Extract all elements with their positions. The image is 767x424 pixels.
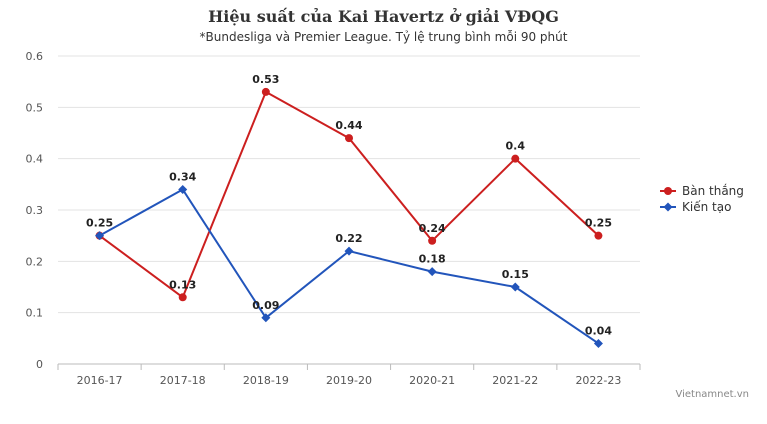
data-labels: 0.25 0.13 0.53 0.44 0.24 0.4 0.25 0.34 0.09 0.22 0… [86,73,612,338]
series-group [95,87,603,348]
data-label: 0.4 [506,140,526,153]
x-tick-label: 2018-19 [243,374,289,387]
data-label: 0.25 [585,217,612,230]
data-point [178,293,187,302]
data-point [594,231,603,240]
x-tick-label: 2019-20 [326,374,372,387]
data-label: 0.15 [502,268,529,281]
y-tick-label: 0.6 [26,50,44,63]
data-point [261,313,271,323]
data-point [511,154,520,163]
legend-marker [663,202,673,212]
data-label: 0.24 [419,222,446,235]
x-tick-label: 2021-22 [492,374,538,387]
data-point [510,282,520,292]
data-label: 0.34 [169,170,196,183]
grid-lines [58,55,640,365]
data-point [95,231,105,241]
data-point [428,236,437,245]
chart-subtitle: *Bundesliga và Premier League. Tỷ lệ tru… [200,30,568,44]
data-label: 0.04 [585,324,612,337]
data-label: 0.25 [86,217,113,230]
legend-item-label: Bàn thắng [682,184,744,198]
data-point [427,267,437,277]
source-credit: Vietnamnet.vn [675,389,749,400]
x-tick-label: 2017-18 [160,374,206,387]
legend[interactable]: Bàn thắng Kiến tạo [660,184,744,214]
x-tick-label: 2022-23 [575,374,621,387]
y-tick-label: 0.4 [26,153,44,166]
y-tick-label: 0.1 [26,307,44,320]
legend-marker [664,187,672,195]
data-point [345,134,353,143]
data-point [344,246,354,256]
x-tick-label: 2020-21 [409,374,455,387]
y-tick-label: 0.3 [26,204,44,217]
data-label: 0.22 [335,232,362,245]
y-tick-label: 0 [36,358,43,371]
x-tick-label: 2016-17 [77,374,123,387]
y-axis: 0 0.1 0.2 0.3 0.4 0.5 0.6 [26,50,44,371]
data-label: 0.13 [169,278,196,291]
data-point [261,87,270,96]
legend-item-label: Kiến tạo [682,200,731,214]
data-label: 0.44 [335,119,362,132]
data-point [593,338,603,348]
data-point [178,184,188,194]
data-label: 0.09 [252,299,279,312]
chart-title: Hiệu suất của Kai Havertz ở giải VĐQG [208,7,559,26]
data-label: 0.53 [252,73,279,86]
data-label: 0.18 [419,253,446,266]
series-line-1 [99,188,599,345]
y-tick-label: 0.2 [26,255,44,268]
x-axis: 2016-17 2017-18 2018-19 2019-20 2020-21 2021-… [57,364,641,387]
y-tick-label: 0.5 [26,101,44,114]
